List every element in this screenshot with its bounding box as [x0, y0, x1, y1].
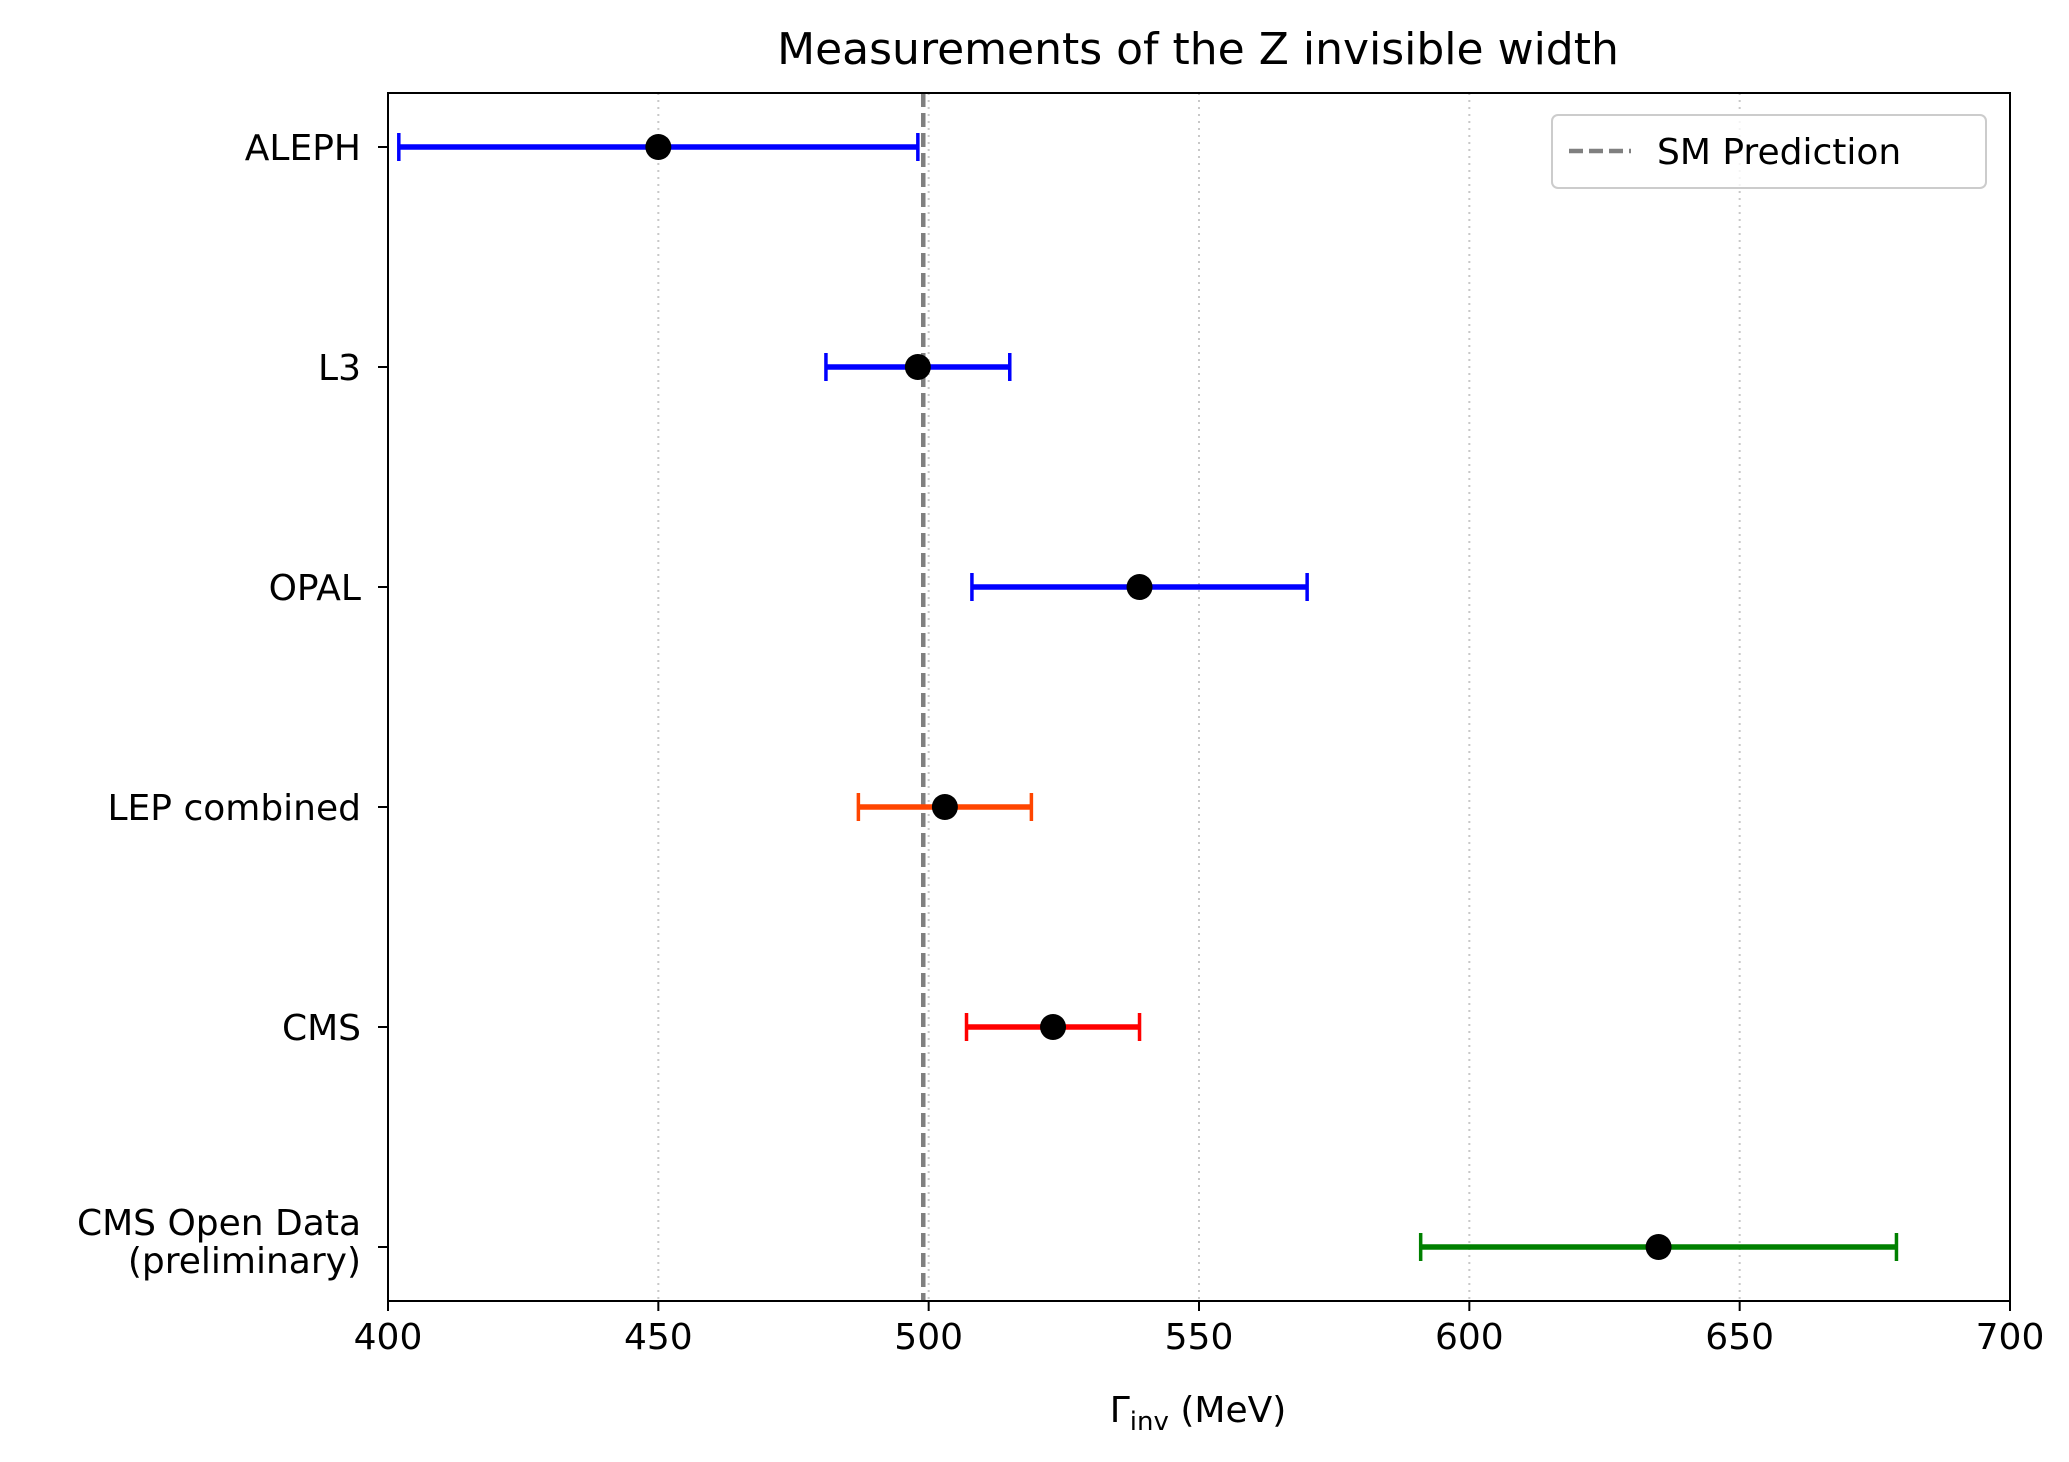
- y-tick-label: LEP combined: [107, 788, 361, 829]
- y-tick-label-line: LEP combined: [107, 788, 361, 829]
- data-point: [931, 794, 958, 820]
- x-tick-label: 700: [1976, 1317, 2045, 1358]
- x-tick-label: 450: [624, 1317, 693, 1358]
- data-point: [1126, 574, 1153, 600]
- legend: SM Prediction: [1551, 114, 1987, 189]
- y-tick-label-line: OPAL: [269, 568, 361, 609]
- y-tick-label-line: CMS: [282, 1008, 361, 1049]
- series-layer: [397, 133, 1899, 1261]
- data-point: [904, 354, 931, 380]
- x-axis-label-unit: (MeV): [1169, 1390, 1286, 1431]
- y-tick-label-line: L3: [318, 348, 361, 389]
- x-tick-label: 600: [1435, 1317, 1504, 1358]
- data-point: [1040, 1014, 1067, 1040]
- legend-box: [1551, 114, 1987, 189]
- y-tick-label-line: (preliminary): [128, 1241, 361, 1282]
- y-tick-label: L3: [318, 348, 361, 389]
- x-axis-label-subscript: inv: [1130, 1407, 1169, 1437]
- data-point: [645, 134, 672, 160]
- x-tick-label: 500: [894, 1317, 963, 1358]
- y-tick-label-line: CMS Open Data: [77, 1203, 361, 1244]
- y-tick-label: ALEPH: [245, 128, 361, 169]
- y-tick-label-line: ALEPH: [245, 128, 361, 169]
- x-tick-label: 400: [354, 1317, 423, 1358]
- x-tick-label: 550: [1165, 1317, 1234, 1358]
- legend-entry-label: SM Prediction: [1657, 132, 1901, 173]
- x-tick-label: 650: [1705, 1317, 1774, 1358]
- data-point: [1645, 1234, 1672, 1260]
- y-tick-label: CMS Open Data (preliminary): [77, 1203, 361, 1282]
- chart-title: Measurements of the Z invisible width: [777, 24, 1619, 75]
- y-tick-label: CMS: [282, 1008, 361, 1049]
- axes-layer: 400 450 500 550 600 650 700 ALEPH L3 OPAL LEP comb…: [77, 92, 2045, 1358]
- x-axis-label-main: Γ: [1110, 1390, 1130, 1431]
- y-tick-label: OPAL: [269, 568, 361, 609]
- x-axis-label: Γinv (MeV): [1110, 1390, 1287, 1437]
